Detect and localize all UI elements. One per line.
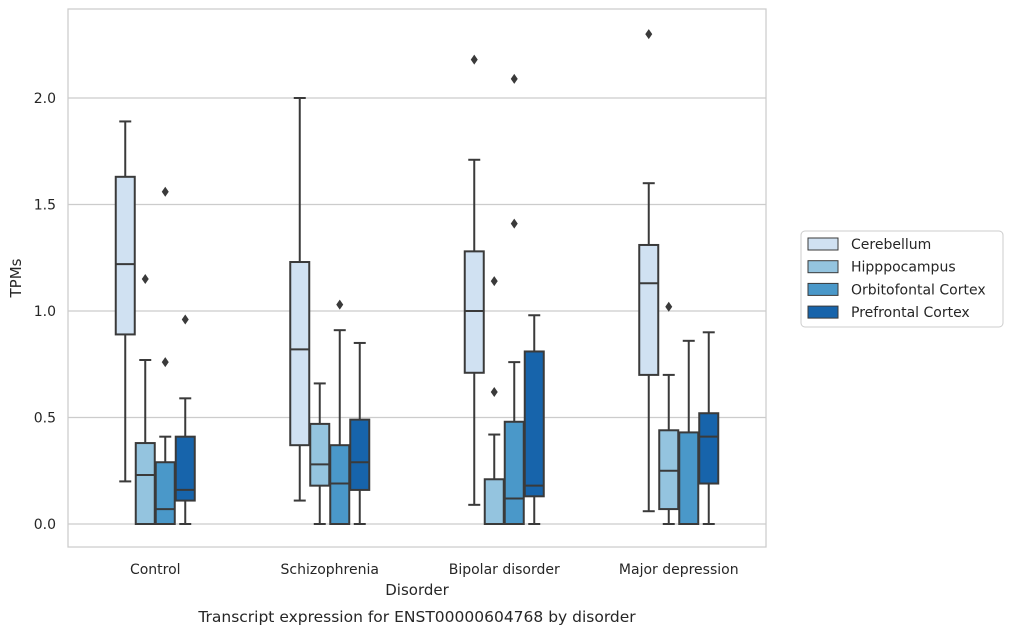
y-tick-label: 1.5 xyxy=(34,198,56,214)
x-axis-label: Disorder xyxy=(385,581,449,599)
legend-label: Orbitofontal Cortex xyxy=(851,282,986,298)
outlier-marker xyxy=(336,299,344,310)
legend-swatch xyxy=(807,260,839,274)
box xyxy=(698,331,720,525)
y-tick-label: 0.0 xyxy=(34,517,56,533)
box xyxy=(483,276,505,525)
box-body xyxy=(698,412,720,485)
box-body xyxy=(503,420,525,526)
outlier-marker xyxy=(161,357,169,368)
y-tick-labels: 0.0 0.5 1.0 1.5 2.0 xyxy=(34,91,56,533)
box xyxy=(289,97,311,502)
x-tick-label: Control xyxy=(130,562,181,578)
box-body xyxy=(349,418,371,491)
box-body xyxy=(638,243,660,376)
legend-label: Cerebellum xyxy=(851,237,931,253)
x-tick-labels: Control Schizophrenia Bipolar disorder Majo… xyxy=(130,562,739,578)
box-body xyxy=(114,175,136,336)
chart-title: Transcript expression for ENST0000060476… xyxy=(197,608,636,626)
outlier-marker xyxy=(510,218,518,229)
box-body xyxy=(134,442,156,525)
outlier-marker xyxy=(181,314,189,325)
box xyxy=(503,73,525,526)
outlier-marker xyxy=(470,54,478,65)
legend-label: Hipppocampus xyxy=(851,260,956,276)
box-body xyxy=(174,435,196,502)
box-body xyxy=(678,431,700,525)
box xyxy=(174,314,196,525)
box-body xyxy=(309,422,331,487)
y-tick-label: 0.5 xyxy=(34,411,56,427)
box xyxy=(309,382,331,525)
legend-swatch xyxy=(807,305,839,319)
y-axis-label: TPMs xyxy=(7,258,25,298)
outlier-marker xyxy=(645,29,653,40)
box xyxy=(463,54,485,506)
box-body xyxy=(463,250,485,374)
box-body xyxy=(329,444,351,525)
box xyxy=(658,301,680,525)
box xyxy=(349,341,371,525)
legend-swatch xyxy=(807,282,839,296)
box-body xyxy=(523,350,545,498)
y-tick-label: 1.0 xyxy=(34,304,56,320)
box-body xyxy=(658,429,680,511)
outlier-marker xyxy=(490,276,498,287)
outlier-marker xyxy=(665,301,673,312)
box xyxy=(114,120,136,483)
legend: Cerebellum Hipppocampus Orbitofontal Corte… xyxy=(800,230,1004,328)
box xyxy=(329,299,351,525)
y-tick-label: 2.0 xyxy=(34,91,56,107)
outlier-marker xyxy=(161,186,169,197)
box xyxy=(678,339,700,525)
box xyxy=(638,29,660,513)
plot-frame xyxy=(67,8,767,548)
legend-frame xyxy=(800,230,1004,328)
box xyxy=(523,314,545,525)
legend-swatch xyxy=(807,237,839,251)
legend-label: Prefrontal Cortex xyxy=(851,305,970,321)
box xyxy=(154,186,176,526)
box-body xyxy=(154,461,176,526)
box-body xyxy=(483,478,505,525)
outlier-marker xyxy=(141,274,149,285)
x-tick-label: Bipolar disorder xyxy=(449,562,560,578)
outlier-marker xyxy=(490,386,498,397)
x-tick-label: Schizophrenia xyxy=(281,562,379,578)
outlier-marker xyxy=(510,73,518,84)
box-body xyxy=(289,261,311,447)
x-tick-label: Major depression xyxy=(619,562,739,578)
box-series xyxy=(114,29,720,526)
